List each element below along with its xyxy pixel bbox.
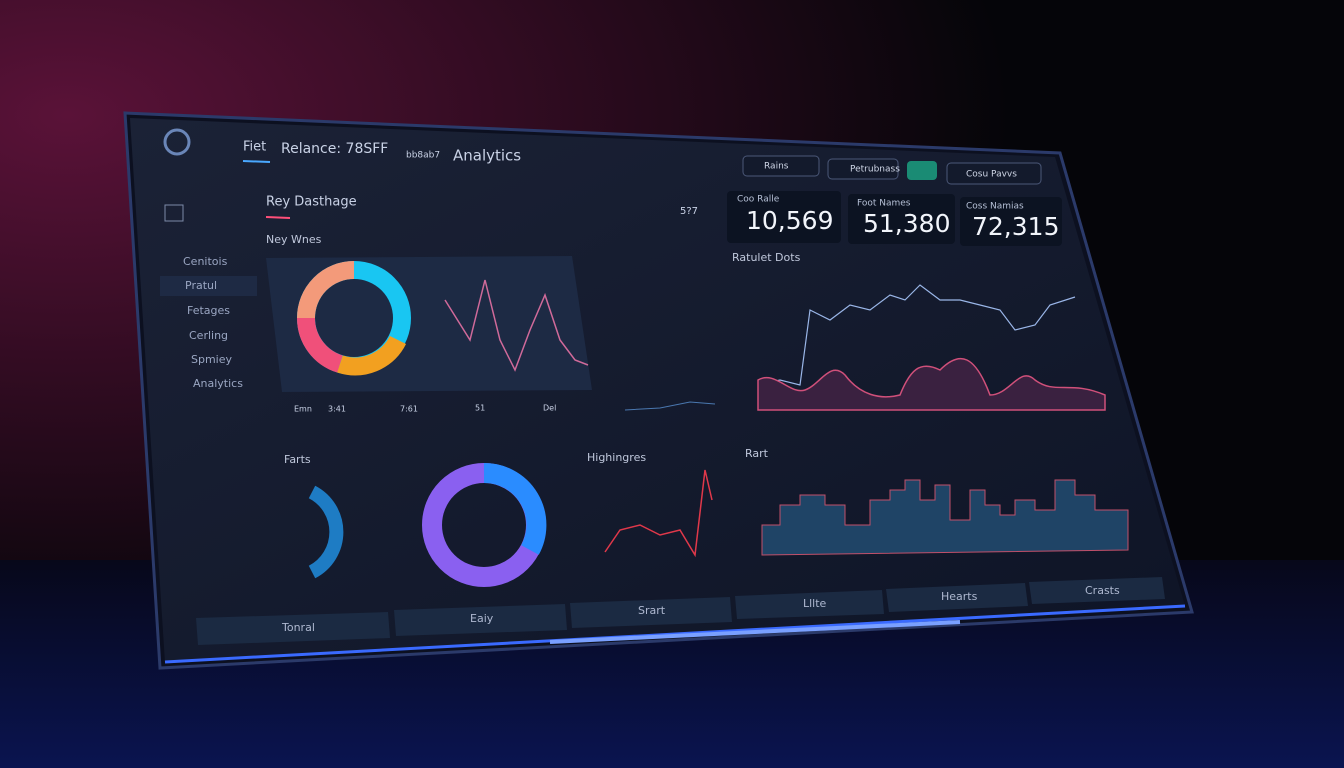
line-chart — [757, 284, 1076, 386]
section-label: Rart — [745, 447, 769, 460]
kpi-card — [960, 197, 1062, 246]
control[interactable] — [827, 158, 899, 180]
nav-item[interactable]: Spmiey — [191, 353, 233, 366]
section-label: Ney Wnes — [266, 233, 322, 246]
nav-icon — [164, 204, 184, 222]
legend-item: 51 — [475, 404, 485, 413]
nav-item[interactable]: Cenitois — [183, 255, 228, 268]
logo — [163, 128, 191, 156]
nav-item[interactable]: Analytics — [193, 377, 243, 390]
tab[interactable] — [1029, 577, 1165, 604]
area-chart — [757, 357, 1106, 411]
title-underline — [265, 216, 291, 219]
gauge — [308, 485, 344, 579]
kpi-value: 72,315 — [972, 212, 1059, 241]
tab[interactable] — [196, 612, 390, 645]
legend-item: 7:61 — [400, 405, 418, 414]
donut-segment — [296, 317, 344, 373]
section-title: Analytics — [453, 147, 521, 165]
control-label: Rains — [764, 162, 789, 172]
kpi-value: 10,569 — [746, 206, 833, 235]
tab[interactable] — [735, 590, 884, 619]
kpi-label: Coo Ralle — [737, 195, 780, 205]
nav-active — [160, 276, 257, 296]
tab-label[interactable]: Srart — [638, 604, 666, 617]
donut-segment — [297, 261, 355, 319]
tab[interactable] — [570, 597, 732, 628]
bar-chart — [761, 479, 1129, 556]
tab[interactable] — [394, 604, 567, 636]
donut-segment — [483, 462, 547, 555]
tab[interactable] — [886, 583, 1028, 612]
section-label: Farts — [284, 453, 311, 466]
tab-label[interactable]: Crasts — [1085, 584, 1120, 597]
donut-segment — [337, 335, 407, 376]
nav-item[interactable]: Cerling — [189, 329, 228, 342]
sparkline — [444, 279, 589, 372]
header-title: Relance: 78SFF — [281, 141, 388, 157]
tab-label[interactable]: Tonral — [281, 621, 315, 634]
panel-tools: 5?7 — [680, 206, 698, 217]
panel-title: Rey Dasthage — [266, 195, 357, 210]
legend-item: 3:41 — [328, 405, 346, 414]
kpi-label: Coss Namias — [966, 202, 1024, 212]
brand: Fiet — [243, 140, 266, 155]
action-button[interactable] — [907, 161, 937, 180]
legend-item: Del — [543, 404, 556, 413]
kpi-value: 51,380 — [863, 209, 950, 238]
control-label: Cosu Pavvs — [966, 170, 1017, 180]
section-label: Highingres — [587, 451, 646, 464]
line-chart — [604, 469, 713, 558]
tab-underline — [242, 160, 271, 163]
control-label: Petrubnass — [850, 165, 900, 175]
kpi-label: Foot Names — [857, 199, 911, 209]
glow-highlight — [549, 620, 961, 644]
tab-label[interactable]: Eaiy — [470, 612, 494, 625]
tab-label[interactable]: Hearts — [941, 590, 978, 603]
legend-item: Emn — [294, 405, 312, 414]
control[interactable] — [946, 162, 1042, 185]
tab-label[interactable]: Lllte — [803, 597, 827, 610]
nav-item[interactable]: Pratul — [185, 279, 217, 292]
kpi-card — [727, 191, 841, 243]
kpi-card — [848, 194, 955, 244]
control[interactable] — [742, 155, 820, 177]
mini-line — [624, 401, 716, 411]
nav-item[interactable]: Fetages — [187, 304, 230, 317]
section-label: Ratulet Dots — [732, 251, 801, 264]
crumb: bb8ab7 — [406, 151, 440, 161]
